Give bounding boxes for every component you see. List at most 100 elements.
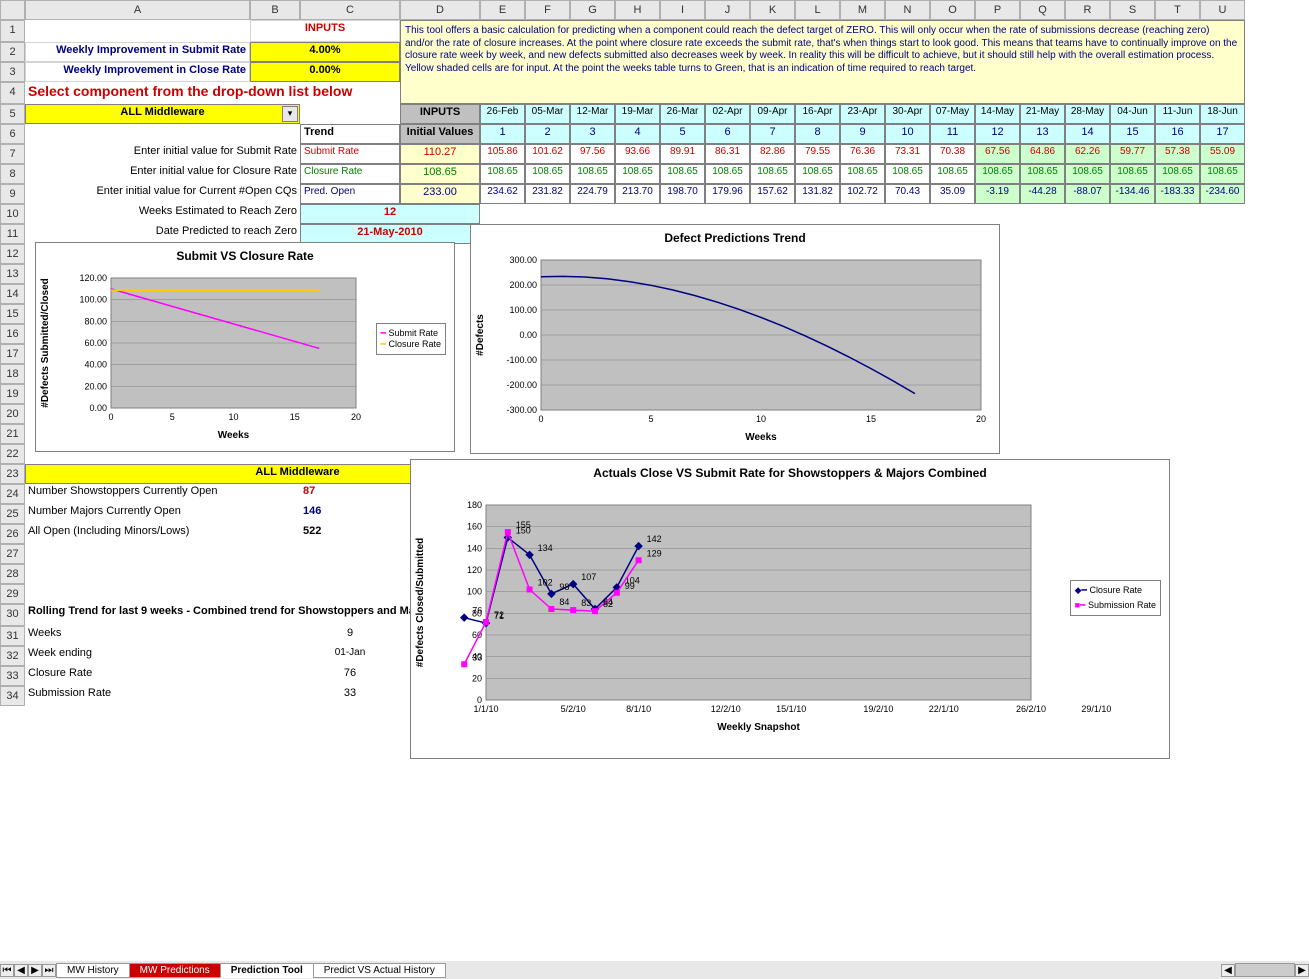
row-header-9[interactable]: 9	[0, 184, 25, 204]
tab-nav-last[interactable]: ⏭	[42, 964, 56, 977]
col-header-S[interactable]: S	[1110, 0, 1155, 20]
close-val-8: 108.65	[840, 164, 885, 184]
col-header-E[interactable]: E	[480, 0, 525, 20]
row-header-10[interactable]: 10	[0, 204, 25, 224]
col-header-H[interactable]: H	[615, 0, 660, 20]
row-header-14[interactable]: 14	[0, 284, 25, 304]
col-header-N[interactable]: N	[885, 0, 930, 20]
col-header-G[interactable]: G	[570, 0, 615, 20]
col-header-K[interactable]: K	[750, 0, 795, 20]
row-header-1[interactable]: 1	[0, 20, 25, 42]
sheet-tab-predict-vs-actual-history[interactable]: Predict VS Actual History	[313, 963, 446, 978]
input-submit-pct[interactable]: 4.00%	[250, 42, 400, 62]
col-header-M[interactable]: M	[840, 0, 885, 20]
row-header-22[interactable]: 22	[0, 444, 25, 464]
col-header-C[interactable]: C	[300, 0, 400, 20]
row-header-23[interactable]: 23	[0, 464, 25, 484]
col-header-T[interactable]: T	[1155, 0, 1200, 20]
row-header-15[interactable]: 15	[0, 304, 25, 324]
input-close-pct[interactable]: 0.00%	[250, 62, 400, 82]
col-header-R[interactable]: R	[1065, 0, 1110, 20]
row-header-13[interactable]: 13	[0, 264, 25, 284]
row-header-6[interactable]: 6	[0, 124, 25, 144]
col-header-P[interactable]: P	[975, 0, 1020, 20]
row-header-16[interactable]: 16	[0, 324, 25, 344]
row-header-33[interactable]: 33	[0, 666, 25, 686]
sheet-tab-mw-predictions[interactable]: MW Predictions	[129, 963, 221, 978]
row-header-34[interactable]: 34	[0, 686, 25, 706]
initial-open[interactable]: 233.00	[400, 184, 480, 204]
svg-text:29/1/10: 29/1/10	[1081, 704, 1111, 714]
sheet-tab-prediction-tool[interactable]: Prediction Tool	[220, 963, 314, 978]
weeknum-15: 16	[1155, 124, 1200, 144]
row-header-7[interactable]: 7	[0, 144, 25, 164]
col-header-O[interactable]: O	[930, 0, 975, 20]
tab-nav-next[interactable]: ▶	[28, 964, 42, 977]
rolling-sub-0: 33	[300, 686, 400, 706]
sheet-tab-mw-history[interactable]: MW History	[56, 963, 130, 978]
open-val-10: 35.09	[930, 184, 975, 204]
row-header-3[interactable]: 3	[0, 62, 25, 82]
col-header-Q[interactable]: Q	[1020, 0, 1065, 20]
open-val-7: 131.82	[795, 184, 840, 204]
col-header-D[interactable]: D	[400, 0, 480, 20]
label-initial-values: Initial Values	[400, 124, 480, 144]
select-all-corner[interactable]	[0, 0, 25, 20]
row-header-17[interactable]: 17	[0, 344, 25, 364]
hscroll-right[interactable]: ▶	[1295, 964, 1309, 977]
svg-text:180: 180	[467, 500, 482, 510]
row-header-12[interactable]: 12	[0, 244, 25, 264]
date-header-13: 28-May	[1065, 104, 1110, 124]
rolling-week-0: 9	[300, 626, 400, 646]
tab-nav-prev[interactable]: ◀	[14, 964, 28, 977]
initial-submit[interactable]: 110.27	[400, 144, 480, 164]
svg-text:15: 15	[866, 414, 876, 424]
sheet-tabs-bar: ⏮ ◀ ▶ ⏭ MW HistoryMW PredictionsPredicti…	[0, 961, 1309, 979]
row-header-11[interactable]: 11	[0, 224, 25, 244]
row-header-32[interactable]: 32	[0, 646, 25, 666]
col-header-F[interactable]: F	[525, 0, 570, 20]
weeknum-2: 3	[570, 124, 615, 144]
grid-area[interactable]: INPUTSWeekly Improvement in Submit Rate4…	[25, 20, 1309, 961]
svg-text:#Defects Submitted/Closed: #Defects Submitted/Closed	[40, 278, 51, 407]
row-header-5[interactable]: 5	[0, 104, 25, 124]
row-header-19[interactable]: 19	[0, 384, 25, 404]
col-header-I[interactable]: I	[660, 0, 705, 20]
close-val-14: 108.65	[1110, 164, 1155, 184]
close-val-3: 108.65	[615, 164, 660, 184]
row-header-2[interactable]: 2	[0, 42, 25, 62]
row-header-24[interactable]: 24	[0, 484, 25, 504]
row-header-29[interactable]: 29	[0, 584, 25, 604]
hscroll-track[interactable]	[1235, 963, 1295, 977]
svg-text:155: 155	[516, 520, 531, 530]
col-header-J[interactable]: J	[705, 0, 750, 20]
close-val-2: 108.65	[570, 164, 615, 184]
hscroll-left[interactable]: ◀	[1221, 964, 1235, 977]
component-dropdown-button[interactable]: ▾	[282, 106, 298, 122]
tab-nav-first[interactable]: ⏮	[0, 964, 14, 977]
svg-text:15/1/10: 15/1/10	[776, 704, 806, 714]
submit-val-13: 62.26	[1065, 144, 1110, 164]
close-val-16: 108.65	[1200, 164, 1245, 184]
initial-close[interactable]: 108.65	[400, 164, 480, 184]
row-header-26[interactable]: 26	[0, 524, 25, 544]
row-header-31[interactable]: 31	[0, 626, 25, 646]
row-header-21[interactable]: 21	[0, 424, 25, 444]
row-header-18[interactable]: 18	[0, 364, 25, 384]
weeknum-9: 10	[885, 124, 930, 144]
row-header-30[interactable]: 30	[0, 604, 25, 626]
component-dropdown[interactable]: ALL Middleware	[25, 104, 300, 124]
col-header-U[interactable]: U	[1200, 0, 1245, 20]
row-header-27[interactable]: 27	[0, 544, 25, 564]
row-header-28[interactable]: 28	[0, 564, 25, 584]
date-header-10: 07-May	[930, 104, 975, 124]
row-header-25[interactable]: 25	[0, 504, 25, 524]
col-header-B[interactable]: B	[250, 0, 300, 20]
row-header-4[interactable]: 4	[0, 82, 25, 104]
submit-val-9: 73.31	[885, 144, 930, 164]
submit-val-11: 67.56	[975, 144, 1020, 164]
col-header-A[interactable]: A	[25, 0, 250, 20]
row-header-8[interactable]: 8	[0, 164, 25, 184]
col-header-L[interactable]: L	[795, 0, 840, 20]
row-header-20[interactable]: 20	[0, 404, 25, 424]
